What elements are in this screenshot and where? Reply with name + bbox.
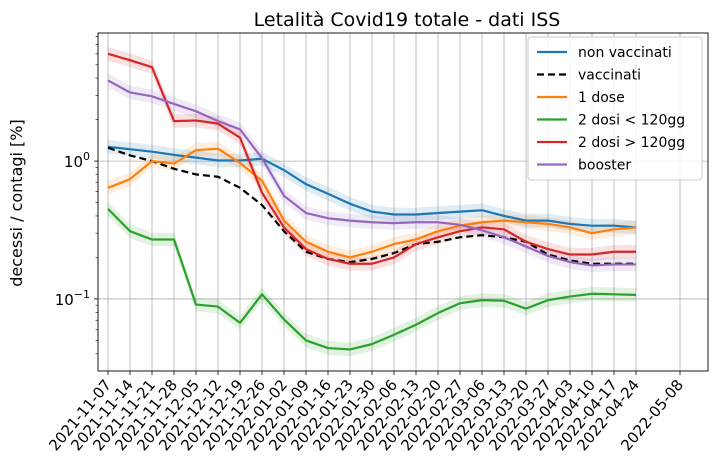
plot-frame [97, 32, 709, 372]
confidence-band [108, 47, 636, 271]
y-tick-base: 10 [55, 291, 74, 309]
series-lines [107, 52, 637, 351]
series-line [107, 79, 636, 267]
series-line [107, 52, 636, 265]
grid-layer [98, 33, 708, 371]
confidence-band [108, 202, 636, 357]
y-tick-label: 10−1 [55, 288, 90, 309]
legend-box [527, 36, 703, 181]
y-tick-base: 10 [64, 153, 83, 171]
y-tick-exponent: 0 [83, 150, 90, 163]
legend-label: booster [578, 158, 631, 174]
x-ticks: 2021-11-072021-11-142021-11-212021-11-28… [45, 371, 687, 454]
series-line [107, 145, 637, 229]
y-tick-exponent: −1 [74, 288, 90, 301]
legend-label: vaccinati [578, 68, 641, 84]
series-line [107, 147, 637, 259]
series-line [107, 208, 637, 351]
y-tick-label: 100 [64, 150, 90, 171]
legend-label: 1 dose [578, 90, 625, 106]
y-axis-label: decessi / contagi [%] [7, 119, 26, 287]
legend-label: 2 dosi < 120gg [578, 113, 685, 129]
legend-label: non vaccinati [578, 45, 672, 61]
legend-label: 2 dosi > 120gg [578, 135, 685, 151]
confidence-band [108, 73, 636, 273]
legend: non vaccinati vaccinati 1 dose 2 dosi < 120… [527, 36, 703, 181]
series-line [107, 146, 636, 265]
chart-title: Letalità Covid19 totale - dati ISS [254, 9, 561, 31]
